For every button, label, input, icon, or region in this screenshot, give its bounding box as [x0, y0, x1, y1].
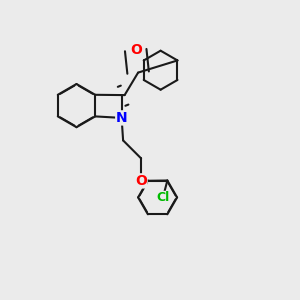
Text: N: N: [116, 111, 127, 125]
Text: O: O: [130, 43, 142, 57]
Text: O: O: [135, 174, 147, 188]
Text: Cl: Cl: [156, 191, 170, 204]
